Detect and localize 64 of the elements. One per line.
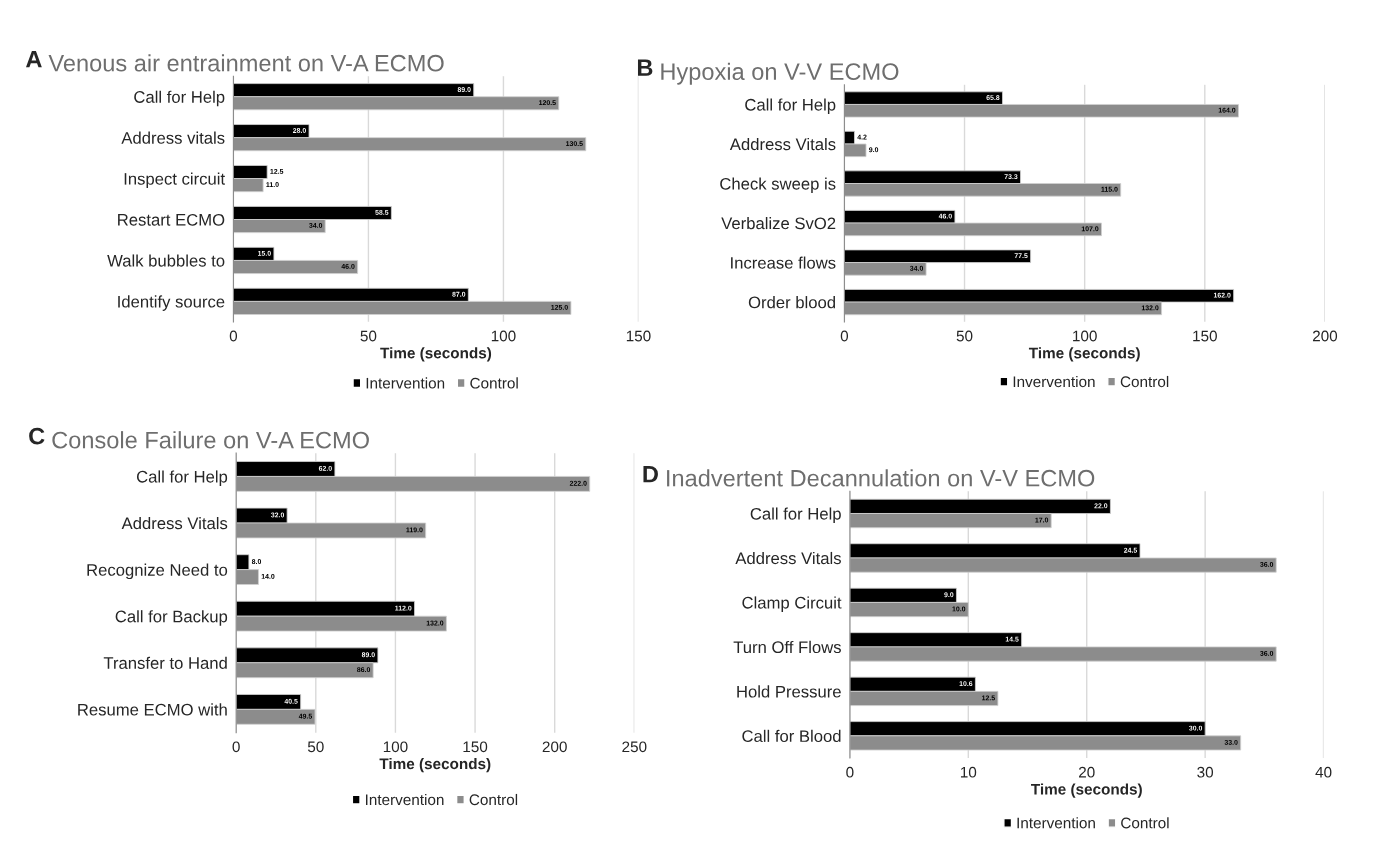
x-axis-title: Time (seconds) (379, 758, 491, 773)
legend-label: Intervention (1017, 817, 1095, 829)
legend-label: Control (1121, 817, 1169, 829)
y-tick-label: Call for Blood (742, 729, 841, 743)
x-axis-title: Time (seconds) (380, 347, 492, 362)
y-tick-label: Verbalize SvO2 (721, 217, 836, 230)
y-tick-label: Resume ECMO with (78, 703, 227, 716)
legend-label: Control (1120, 375, 1169, 388)
x-tick-label: 0 (846, 766, 854, 778)
x-tick-label: 0 (232, 741, 240, 753)
y-tick-label: Call for Help (134, 90, 225, 107)
y-tick-label: Turn Off Flows (733, 640, 841, 654)
y-tick-label: Walk bubbles to (107, 254, 225, 267)
legend-label: Intervention (366, 793, 444, 806)
x-tick-label: 50 (360, 330, 377, 342)
y-tick-label: Address Vitals (121, 516, 228, 530)
y-tick-label: Recognize Need to (87, 563, 228, 580)
y-tick-label: Clamp Circuit (742, 596, 842, 612)
legend-label: Invervention (1013, 375, 1095, 388)
x-tick-label: 100 (491, 330, 516, 342)
x-tick-label: 100 (383, 741, 408, 753)
y-tick-label: Increase flows (731, 256, 836, 269)
x-tick-label: 150 (1193, 330, 1217, 342)
x-tick-label: 0 (840, 330, 849, 342)
y-tick-label: Check sweep is (720, 177, 836, 194)
x-tick-label: 10 (960, 766, 977, 778)
y-tick-label: Restart ECMO (118, 213, 225, 226)
y-tick-label: Call for Help (745, 98, 836, 114)
x-tick-label: 100 (1073, 330, 1097, 342)
x-axis-title: Time (seconds) (1028, 347, 1140, 362)
x-tick-label: 150 (626, 330, 651, 342)
text: C (29, 427, 45, 445)
chart-title: Console Failure on V-A ECMO (52, 431, 369, 449)
x-tick-label: 200 (1312, 330, 1338, 342)
x-tick-label: 40 (1315, 766, 1332, 778)
y-tick-label: Identify source (118, 295, 225, 311)
y-tick-label: Address Vitals (729, 137, 836, 151)
text: B (637, 59, 653, 76)
x-tick-label: 200 (542, 741, 567, 753)
chart-title: Hypoxia on V-V ECMO (661, 62, 899, 85)
x-tick-label: 50 (956, 330, 973, 342)
x-axis-title: Time (seconds) (1031, 783, 1142, 798)
y-tick-label: Transfer to Hand (103, 656, 227, 669)
y-tick-label: Call for Backup (115, 610, 228, 626)
text: D (643, 466, 658, 483)
y-tick-label: Call for Help (750, 507, 841, 523)
chart-title: Inadvertent Decannulation on V-V ECMO (667, 469, 1095, 487)
x-tick-label: 30 (1197, 766, 1214, 778)
y-tick-label: Inspect circuit (124, 172, 225, 189)
y-tick-label: Address Vitals (735, 551, 841, 565)
x-tick-label: 150 (463, 741, 488, 753)
x-tick-label: 20 (1079, 766, 1095, 778)
y-tick-label: Address vitals (121, 131, 225, 144)
chart-title: Venous air entrainment on V-A ECMO (48, 54, 444, 72)
x-tick-label: 250 (622, 741, 647, 753)
legend-label: Intervention (366, 377, 445, 389)
y-tick-label: Order blood (748, 296, 835, 309)
text: A (26, 51, 42, 68)
y-tick-label: Hold Pressure (737, 685, 841, 698)
legend-label: Control (470, 377, 518, 389)
y-tick-label: Call for Help (136, 470, 228, 486)
legend-label: Control (469, 793, 518, 806)
x-tick-label: 0 (229, 330, 238, 342)
x-tick-label: 50 (307, 741, 324, 753)
